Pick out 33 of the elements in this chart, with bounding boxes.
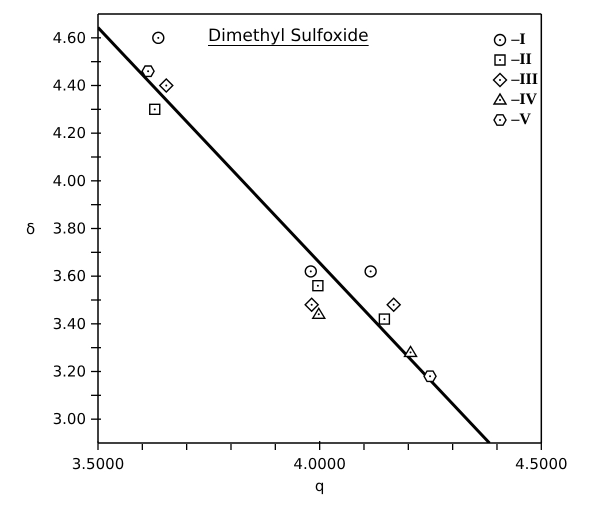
y-tick-label: 3.60 — [52, 267, 86, 286]
point — [304, 265, 317, 278]
legend-label: –V — [511, 110, 531, 130]
legend-label: –III — [511, 70, 538, 90]
point — [404, 346, 418, 358]
y-tick-label: 4.40 — [52, 76, 86, 94]
point — [152, 32, 164, 44]
y-tick-label: 4.60 — [52, 28, 86, 47]
y-tick-label: 3.40 — [52, 314, 86, 333]
point — [141, 65, 155, 78]
point — [423, 370, 437, 382]
y-tick-label: 4.00 — [52, 172, 86, 190]
y-axis-title: δ — [26, 220, 36, 238]
legend-label: –IV — [511, 90, 538, 110]
text: Dimethyl Sulfoxide — [208, 26, 369, 46]
point — [378, 313, 390, 325]
y-tick-label: 3.00 — [52, 410, 86, 428]
x-tick-label: 3.5000 — [72, 455, 124, 473]
x-tick-label: 4.5000 — [515, 455, 568, 473]
point — [159, 78, 174, 93]
point — [312, 308, 326, 319]
y-tick-label: 4.20 — [52, 124, 86, 142]
x-tick-label: 4.0000 — [293, 455, 346, 473]
point — [364, 265, 377, 278]
point — [312, 280, 324, 292]
x-axis-title: q — [314, 477, 324, 495]
y-tick-label: 3.20 — [52, 362, 86, 380]
point — [149, 104, 160, 116]
y-tick-label: 3.80 — [52, 220, 86, 238]
legend-label: –II — [511, 50, 532, 70]
legend-label: –I — [511, 30, 526, 50]
point — [304, 298, 319, 312]
point — [386, 298, 401, 312]
